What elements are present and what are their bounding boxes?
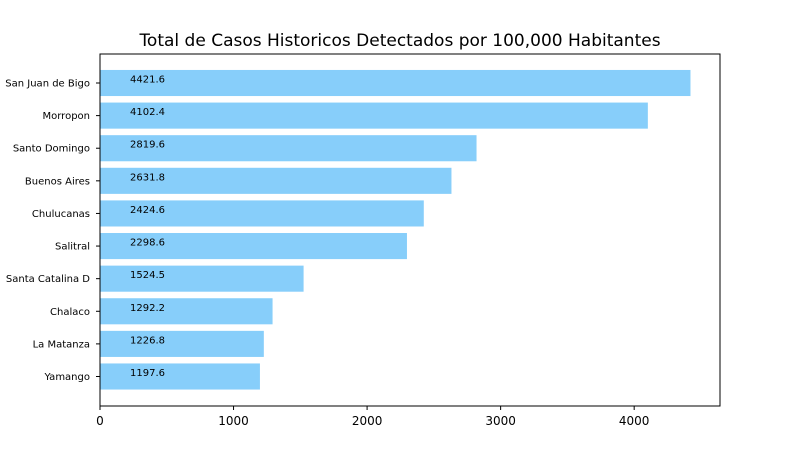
x-tick-label: 1000 bbox=[218, 414, 249, 428]
category-label: Chalaco bbox=[50, 307, 90, 318]
category-label: Chulucanas bbox=[32, 209, 90, 220]
value-label: 1197.6 bbox=[130, 368, 165, 379]
value-label: 1524.5 bbox=[130, 270, 165, 281]
bar bbox=[100, 135, 477, 162]
category-label: Yamango bbox=[43, 372, 90, 383]
plot-frame bbox=[99, 53, 721, 407]
bar bbox=[100, 200, 424, 227]
x-tick-label: 4000 bbox=[619, 414, 650, 428]
bar bbox=[100, 233, 407, 260]
value-label: 2819.6 bbox=[130, 140, 165, 151]
value-label: 2631.8 bbox=[130, 172, 165, 183]
x-tick-label: 0 bbox=[96, 414, 104, 428]
bar bbox=[100, 363, 260, 390]
category-label: San Juan de Bigo bbox=[5, 79, 90, 90]
value-labels: 4421.6 4102.4 2819.6 2631.8 2424.6 2298.6 1524… bbox=[130, 75, 165, 380]
bar bbox=[100, 265, 304, 292]
bar bbox=[100, 167, 452, 194]
x-tick-label: 2000 bbox=[352, 414, 383, 428]
x-tick-label: 3000 bbox=[485, 414, 516, 428]
value-label: 2298.6 bbox=[130, 238, 165, 249]
value-label: 2424.6 bbox=[130, 205, 165, 216]
bars-layer bbox=[100, 69, 691, 390]
category-label: La Matanza bbox=[33, 339, 90, 350]
category-label: Santo Domingo bbox=[13, 144, 90, 155]
category-label: Morropon bbox=[43, 111, 91, 122]
value-label: 1226.8 bbox=[130, 335, 165, 346]
bar bbox=[100, 69, 691, 97]
x-axis: 0 1000 2000 3000 4000 bbox=[96, 406, 649, 428]
chart-title: Total de Casos Historicos Detectados por… bbox=[138, 31, 660, 51]
value-label: 4421.6 bbox=[130, 75, 165, 86]
category-label: Salitral bbox=[55, 242, 90, 253]
value-label: 1292.2 bbox=[130, 303, 165, 314]
category-label: Buenos Aires bbox=[25, 176, 90, 187]
bar bbox=[100, 102, 648, 129]
category-labels: San Juan de Bigo Morropon Santo Domingo Bue… bbox=[5, 79, 100, 383]
bar bbox=[100, 330, 264, 357]
bar bbox=[100, 298, 273, 325]
value-label: 4102.4 bbox=[130, 107, 165, 118]
category-label: Santa Catalina D bbox=[6, 274, 90, 285]
